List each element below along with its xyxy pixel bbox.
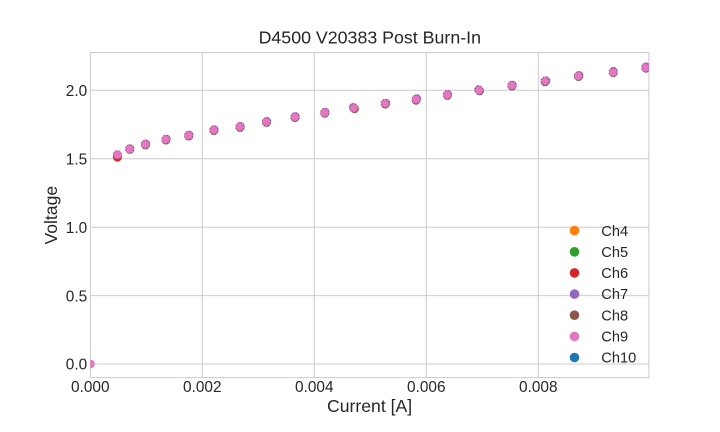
svg-text:1.5: 1.5: [66, 151, 87, 168]
svg-text:Voltage: Voltage: [41, 186, 61, 245]
svg-text:0.004: 0.004: [295, 379, 334, 396]
svg-text:0.0: 0.0: [66, 357, 87, 374]
svg-text:2.0: 2.0: [66, 83, 87, 100]
svg-text:0.002: 0.002: [183, 379, 222, 396]
svg-text:Ch9: Ch9: [601, 330, 628, 346]
svg-text:Ch6: Ch6: [601, 266, 628, 282]
svg-text:1.0: 1.0: [66, 220, 87, 237]
svg-text:D4500 V20383 Post Burn-In: D4500 V20383 Post Burn-In: [259, 28, 481, 48]
svg-text:0.008: 0.008: [519, 379, 558, 396]
svg-text:0.006: 0.006: [407, 379, 446, 396]
svg-text:Ch7: Ch7: [601, 287, 628, 303]
svg-text:0.5: 0.5: [66, 288, 87, 305]
svg-text:Current [A]: Current [A]: [327, 396, 412, 416]
svg-text:Ch5: Ch5: [601, 245, 628, 261]
svg-text:Ch10: Ch10: [601, 351, 636, 367]
svg-text:Ch8: Ch8: [601, 308, 628, 324]
svg-text:0.000: 0.000: [71, 379, 110, 396]
svg-text:Ch4: Ch4: [601, 224, 628, 240]
